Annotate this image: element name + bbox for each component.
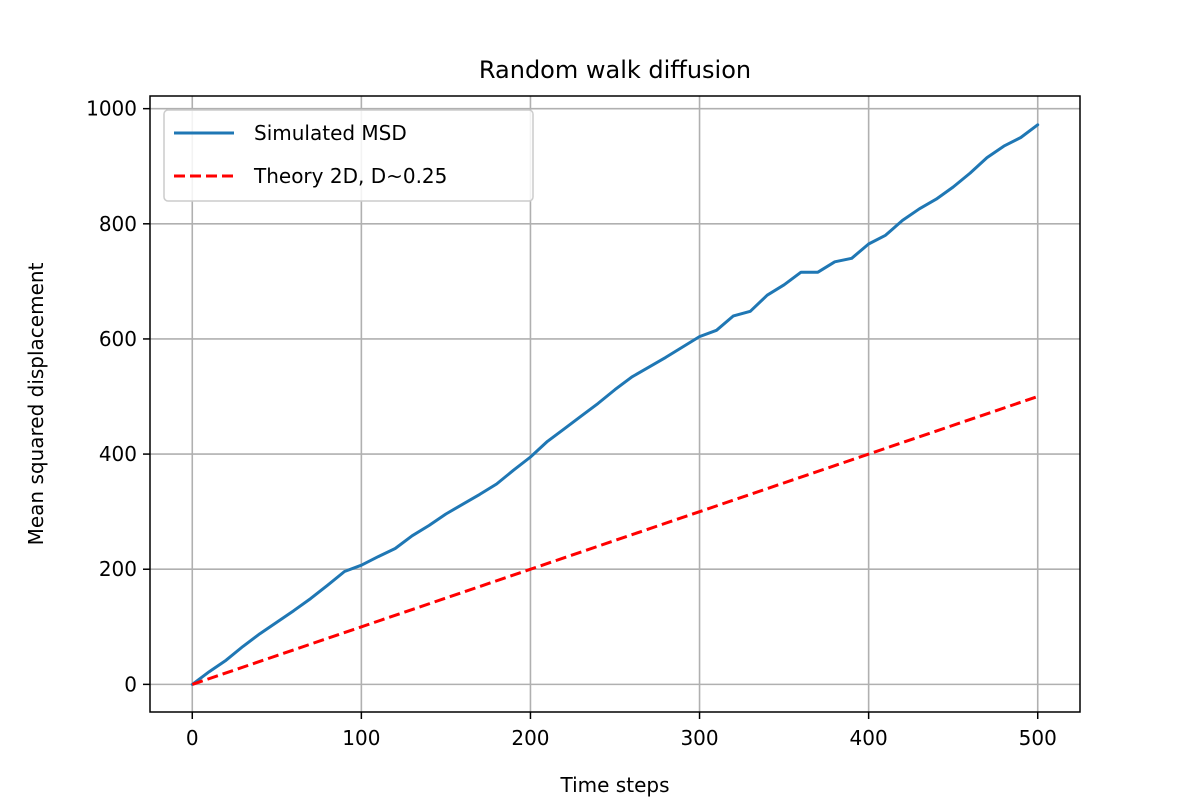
y-tick-label: 600 [99,327,137,351]
y-tick-label: 200 [99,557,137,581]
y-tick-label: 400 [99,442,137,466]
y-tick-label: 800 [99,212,137,236]
x-tick-label: 100 [342,726,380,750]
series-layer [190,123,1040,686]
x-tick-label: 300 [680,726,718,750]
chart-title: Random walk diffusion [479,56,751,84]
legend-label-theory: Theory 2D, D~0.25 [253,164,447,188]
x-tick-label: 0 [186,726,199,750]
series-line-theory [191,395,1039,686]
y-axis-label: Mean squared displacement [24,262,48,545]
x-axis-label: Time steps [560,773,670,797]
y-tick-label: 0 [124,672,137,696]
y-tick-label: 1000 [86,97,137,121]
plot-frame [149,95,1081,713]
series-line-simulated-msd [190,123,1040,686]
x-tick-label: 400 [850,726,888,750]
legend: Simulated MSD Theory 2D, D~0.25 [163,109,534,202]
x-tick-label: 500 [1019,726,1057,750]
x-tick-label: 200 [511,726,549,750]
legend-label-simulated-msd: Simulated MSD [254,121,407,145]
ticks: 0 100 200 300 400 500 0 200 400 600 800 1000 [86,97,1057,750]
legend-box [163,109,534,202]
